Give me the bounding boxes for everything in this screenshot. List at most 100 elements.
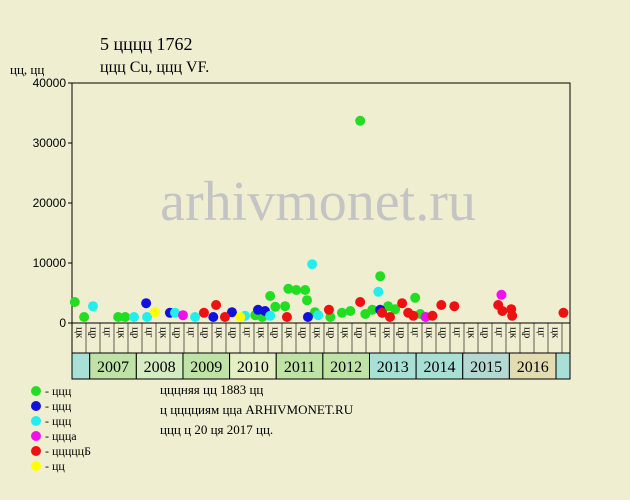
point [283, 283, 294, 294]
point [367, 304, 378, 315]
point [113, 312, 124, 322]
legend-marker [31, 416, 41, 426]
point [120, 312, 131, 322]
column-label: цр [87, 327, 99, 339]
column-label: цг [493, 327, 505, 338]
column-label: цк [115, 327, 127, 339]
column-label: цр [437, 327, 449, 339]
legend-marker [31, 446, 41, 456]
year-label: 2014 [423, 359, 455, 376]
y-tick-label: 40000 [33, 76, 67, 90]
legend-marker [31, 461, 41, 471]
point [496, 289, 507, 300]
watermark: arhivmonet.ru [160, 171, 476, 233]
point [211, 300, 222, 310]
year-label: 2013 [377, 359, 409, 376]
point [375, 271, 386, 282]
column-label: цр [129, 327, 141, 339]
year-label: 2010 [237, 359, 269, 376]
point [198, 307, 209, 318]
column-label: цр [227, 327, 239, 339]
column-label: цк [339, 327, 351, 339]
column-label: цг [367, 327, 379, 338]
point [373, 286, 384, 297]
point [390, 304, 401, 315]
point [190, 312, 201, 322]
point [397, 298, 408, 309]
point [129, 312, 140, 322]
column-label: цр [353, 327, 365, 339]
year-row-end [555, 352, 571, 380]
point [219, 312, 230, 322]
year-label: 2008 [144, 359, 176, 376]
column-label: цг [143, 327, 155, 338]
column-label: цк [283, 327, 295, 339]
column-label: цк [507, 327, 519, 339]
point [558, 307, 569, 318]
point [427, 310, 438, 321]
point [436, 300, 447, 310]
year-row-start [71, 352, 91, 380]
point [377, 307, 388, 318]
legend-marker [31, 431, 41, 441]
point [302, 312, 313, 322]
legend-label: - цццццБ [45, 444, 91, 458]
point [307, 259, 318, 270]
y-tick-label: 10000 [33, 256, 67, 270]
point [507, 310, 518, 321]
point [177, 310, 188, 321]
year-label: 2016 [517, 359, 549, 376]
label-row [71, 322, 571, 354]
column-label: цг [185, 327, 197, 338]
legend-label: - ццц [45, 384, 72, 398]
note: цццняя цц 1883 цц [160, 382, 263, 397]
column-label: цр [297, 327, 309, 339]
column-label: цг [451, 327, 463, 338]
point [291, 285, 302, 295]
year-cell [415, 352, 464, 380]
legend-label: - ццца [45, 429, 77, 443]
year-label: 2015 [470, 359, 502, 376]
year-label: 2007 [97, 359, 129, 376]
column-label: цг [241, 327, 253, 338]
point [345, 306, 356, 316]
point [449, 301, 460, 312]
column-label: цк [255, 327, 267, 339]
year-cell [322, 352, 370, 380]
point [208, 312, 219, 322]
column-label: цк [465, 327, 477, 339]
legend-label: - цц [45, 459, 65, 473]
point [141, 298, 152, 309]
point [497, 306, 508, 316]
note: ц цццциям цца ARHIVMONET.RU [160, 402, 354, 417]
point [226, 307, 237, 318]
legend-marker [31, 401, 41, 411]
point [281, 312, 292, 322]
point [270, 301, 281, 312]
year-cell [229, 352, 277, 380]
point [142, 312, 153, 322]
column-label: цг [101, 327, 113, 338]
column-label: цг [535, 327, 547, 338]
point [69, 297, 80, 307]
y-tick-label: 20000 [33, 196, 67, 210]
point [410, 292, 421, 303]
column-label: цк [381, 327, 393, 339]
column-label: цк [549, 327, 561, 339]
point [265, 310, 276, 321]
column-label: цр [325, 327, 337, 339]
point [79, 312, 90, 322]
year-cell [182, 352, 231, 380]
chart-subtitle: ццц Cu, ццц VF. [100, 59, 209, 76]
y-tick-label: 30000 [33, 136, 67, 150]
point [323, 304, 334, 315]
column-label: цр [395, 327, 407, 339]
year-cell [135, 352, 184, 380]
point [313, 310, 324, 321]
column-label: цр [199, 327, 211, 339]
column-label: цр [479, 327, 491, 339]
legend-label: - ццц [45, 414, 72, 428]
column-label: цк [311, 327, 323, 339]
point [408, 310, 419, 321]
